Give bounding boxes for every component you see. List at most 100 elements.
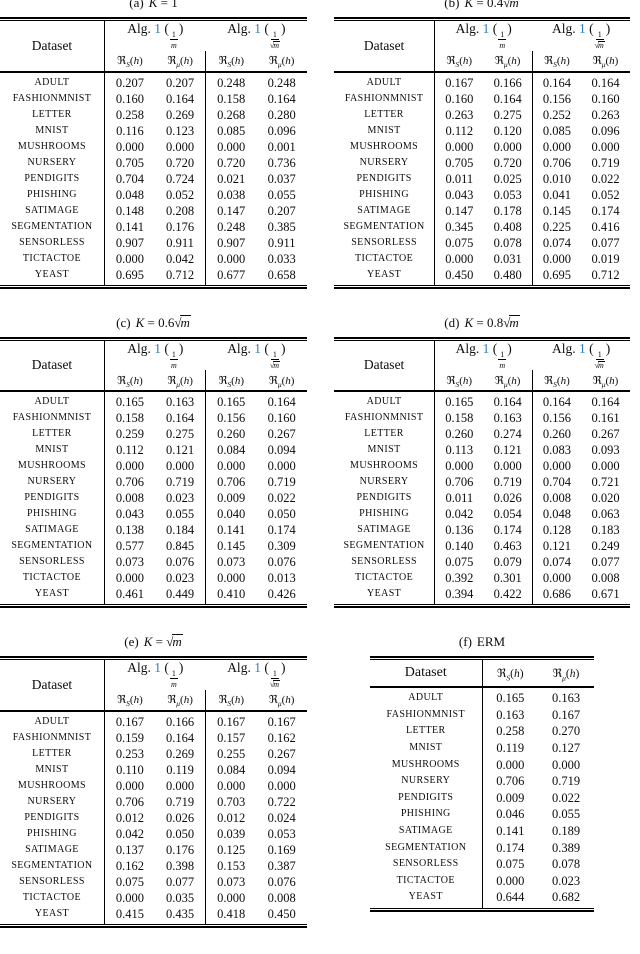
alg-ref-link[interactable]: 1 <box>254 660 261 676</box>
value-cell: 0.001 <box>267 139 296 154</box>
value-cell: 0.166 <box>166 714 195 729</box>
value-cell: 0.577 <box>103 538 156 555</box>
caption-text: K <box>135 314 145 330</box>
value-cell: 0.000 <box>166 778 195 793</box>
value-cell: 0.719 <box>551 774 581 789</box>
value-cell: 0.704 <box>103 170 156 187</box>
subtable-b: (b) K = 0.4√m Dataset Alg. 1 (1 m) Alg. 1 (1… <box>334 0 630 289</box>
alg-ref-link[interactable]: 1 <box>154 21 161 37</box>
header-row-risks: ℜS(h) ℜμ(h) ℜS(h) ℜμ(h) <box>0 50 307 72</box>
value-cell: 0.394 <box>434 586 484 605</box>
risk-argument: h <box>511 55 517 68</box>
radicand: m <box>598 41 605 51</box>
value-cell: 0.000 <box>531 458 582 475</box>
risk-argument: h <box>569 668 576 681</box>
alg-ref-link[interactable]: 1 <box>254 21 261 36</box>
table-row: PENDIGITS 0.012 0.026 0.012 0.024 <box>0 809 307 826</box>
value-cell: 0.174 <box>481 839 538 857</box>
value-cell: 0.094 <box>267 762 296 777</box>
value-cell: 0.050 <box>166 826 195 841</box>
table-row: SEGMENTATION 0.174 0.389 <box>370 839 594 857</box>
dataset-cell: TICTACTOE <box>22 891 82 903</box>
table-row: TICTACTOE 0.392 0.301 0.000 0.008 <box>334 570 630 587</box>
value-cell: 0.127 <box>551 740 581 755</box>
value-cell: 0.140 <box>434 538 484 555</box>
value-cell: 0.156 <box>205 410 257 427</box>
alg-ref-link[interactable]: 1 <box>579 21 586 36</box>
value-cell: 0.450 <box>267 906 296 921</box>
risk-argument: h <box>234 55 241 68</box>
alg-ref-link[interactable]: 1 <box>482 340 490 356</box>
value-cell: 0.260 <box>434 426 484 443</box>
value-cell: 0.000 <box>481 872 538 890</box>
value-cell: 0.041 <box>531 186 582 203</box>
table-row: SENSORLESS 0.075 0.078 0.074 0.077 <box>334 234 630 251</box>
empirical-risk-header: ℜS(h) <box>531 370 582 392</box>
true-risk-header: ℜμ(h) <box>268 55 295 70</box>
dataset-cell: SEGMENTATION <box>343 540 425 552</box>
dataset-cell: SENSORLESS <box>392 858 459 870</box>
risk-subscript: μ <box>562 673 566 683</box>
value-cell: 0.253 <box>103 745 156 762</box>
value-cell: 0.000 <box>205 138 257 155</box>
value-cell: 0.008 <box>531 490 582 507</box>
value-cell: 0.048 <box>103 186 156 203</box>
caption-text: K <box>464 314 474 330</box>
risk-subscript: μ <box>503 379 508 389</box>
fraction: 1 √m <box>270 350 280 371</box>
alg-ref-link[interactable]: 1 <box>254 340 261 356</box>
dataset-cell: ADULT <box>366 76 402 88</box>
risk-argument: h <box>133 374 140 387</box>
dataset-cell: MNIST <box>35 124 69 136</box>
value-cell: 0.169 <box>267 842 296 857</box>
fraction-numerator: 1 <box>270 30 279 41</box>
value-cell: 0.165 <box>434 391 484 411</box>
radical-sign: √ <box>269 41 275 51</box>
risk-subscript: S <box>227 60 232 70</box>
alg-ref-link[interactable]: 1 <box>154 660 161 676</box>
caption-math: K = 0.8√m <box>464 314 520 330</box>
table-rule-frame: Dataset Alg. 1 (1 m) Alg. 1 (1 √m) ℜS(h) ℜμ(h)… <box>0 656 307 928</box>
alg-ref-link[interactable]: 1 <box>154 340 161 356</box>
value-cell: 0.093 <box>591 443 620 458</box>
risk-subscript: μ <box>277 699 282 709</box>
table-row: PHISHING 0.046 0.055 <box>370 806 594 823</box>
table-row: MNIST 0.112 0.121 0.084 0.094 <box>0 442 307 459</box>
alg-ref-link[interactable]: 1 <box>579 340 586 356</box>
caption-math: K = 0.6√m <box>135 314 191 330</box>
dataset-cell: FASHIONMNIST <box>344 412 424 424</box>
value-cell: 0.435 <box>166 906 195 921</box>
table-row: TICTACTOE 0.000 0.023 0.000 0.013 <box>0 570 307 587</box>
value-cell: 0.695 <box>531 266 582 286</box>
subtable-c: (c) K = 0.6√m Dataset Alg. 1 (1 m) Alg. 1 (1… <box>0 314 307 609</box>
subtable-a: (a) K = 1 Dataset Alg. 1 (1 m) Alg. 1 (1 √m) ℜ… <box>0 0 307 289</box>
table-row: ADULT 0.165 0.163 0.165 0.164 <box>0 391 307 411</box>
table-row: SATIMAGE 0.148 0.208 0.147 0.207 <box>0 202 307 219</box>
caption-text: = 0.8 <box>473 314 504 330</box>
header-row-groups: Dataset Alg. 1 (1 m) Alg. 1 (1 √m) <box>334 340 630 372</box>
empirical-risk-header: ℜS(h) <box>205 689 257 711</box>
radicand: m <box>273 680 280 690</box>
empirical-risk-header: ℜS(h) <box>434 50 484 72</box>
table-row: SEGMENTATION 0.141 0.176 0.248 0.385 <box>0 218 307 235</box>
value-cell: 0.686 <box>531 586 582 605</box>
dataset-cell: NURSERY <box>27 156 77 168</box>
results-table-a: Dataset Alg. 1 (1 m) Alg. 1 (1 √m) ℜS(h) ℜμ(h)… <box>0 20 307 286</box>
value-cell: 0.116 <box>103 122 156 139</box>
value-cell: 0.042 <box>103 825 156 842</box>
value-cell: 0.000 <box>166 139 195 154</box>
risk-subscript: S <box>506 673 511 683</box>
dataset-cell: PHISHING <box>27 827 77 839</box>
value-cell: 0.000 <box>591 139 620 154</box>
alg-ref-link[interactable]: 1 <box>482 21 490 37</box>
value-cell: 0.719 <box>267 475 296 490</box>
value-cell: 0.164 <box>267 91 296 106</box>
value-cell: 0.137 <box>103 841 156 858</box>
value-cell: 0.415 <box>103 905 156 925</box>
value-cell: 0.008 <box>591 571 620 586</box>
value-cell: 0.076 <box>267 555 296 570</box>
value-cell: 0.023 <box>166 491 195 506</box>
table-row: FASHIONMNIST 0.160 0.164 0.158 0.164 <box>0 90 307 107</box>
dataset-cell: PHISHING <box>27 508 77 520</box>
